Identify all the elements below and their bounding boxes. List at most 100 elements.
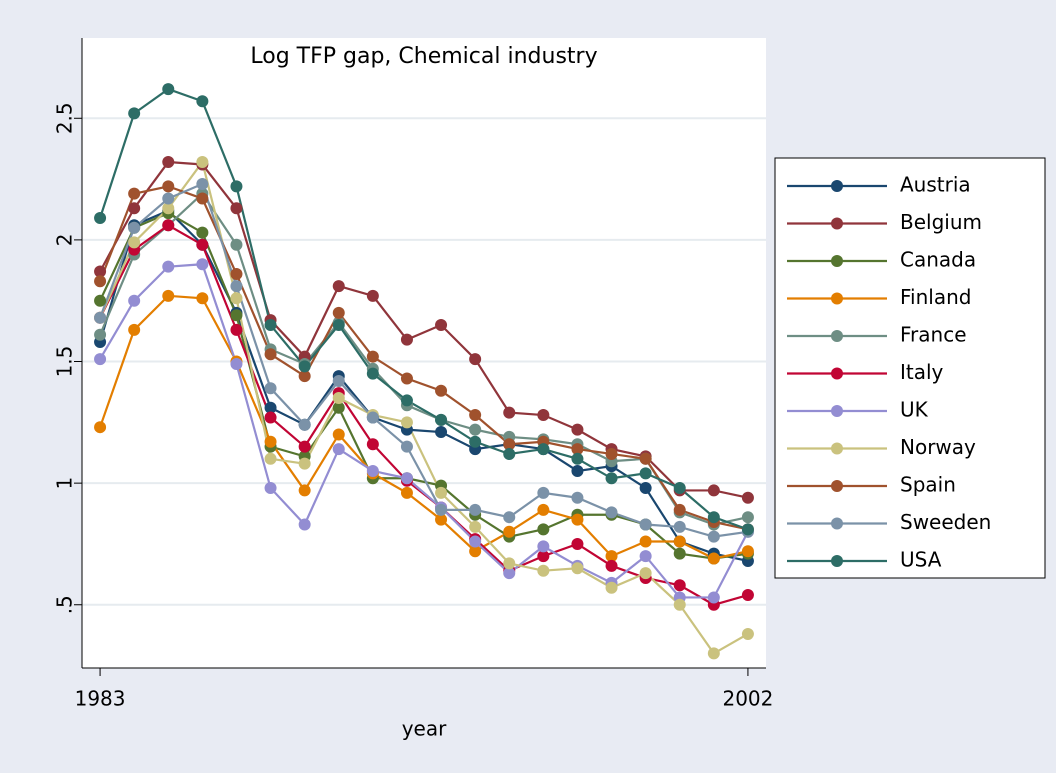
series-marker [162,289,175,302]
series-marker [196,258,209,271]
series-marker [94,275,107,288]
series-marker [707,591,720,604]
series-marker [162,202,175,215]
series-marker [503,557,516,570]
series-marker [707,511,720,524]
series-marker [196,292,209,305]
series-marker [128,202,141,215]
series-marker [366,438,379,451]
series-marker [639,452,652,465]
series-marker [400,372,413,385]
legend-label: Belgium [900,210,982,234]
series-marker [94,212,107,224]
series-marker [230,267,243,280]
series-marker [503,525,516,538]
series-marker [605,550,618,563]
series-marker [230,202,243,215]
legend-marker [831,217,843,230]
series-marker [707,484,720,497]
series-marker [435,319,448,332]
series-marker [128,236,141,249]
series-marker [162,156,175,169]
series-marker [94,353,107,366]
series-marker [400,333,413,346]
y-tick-label: .5 [53,595,77,614]
series-marker [230,280,243,293]
series-marker [332,401,345,414]
series-marker [537,550,550,563]
legend-label: Spain [900,473,956,497]
series-marker [230,357,243,370]
legend-marker [831,330,843,342]
series-line [99,182,749,538]
series-marker [298,457,311,470]
series-marker [741,491,754,504]
series-marker [435,384,448,397]
legend-marker [831,367,843,380]
series-marker [605,581,618,594]
legend-label: Austria [900,173,971,197]
series-marker [469,409,482,422]
x-axis-label: year [402,717,447,741]
legend-label: Finland [900,285,971,309]
series-marker [298,370,311,383]
series-marker [571,423,584,436]
legend-label: USA [900,548,942,572]
series-marker [298,418,311,431]
series-marker [673,520,686,533]
chart-title: Log TFP gap, Chemical industry [250,44,597,69]
series-marker [469,535,482,548]
series-marker [264,382,277,395]
series-marker [264,411,277,424]
series-marker [400,394,413,407]
series-marker [264,401,277,414]
series-marker [503,447,516,460]
series-marker [94,421,107,434]
series-marker [503,406,516,419]
y-tick-label: 2 [53,234,77,247]
series-marker [94,311,107,324]
series-marker [503,438,516,451]
series-marker [332,306,345,319]
legend-marker [831,255,843,267]
series-marker [571,443,584,456]
series-marker [332,443,345,456]
series-marker [707,647,720,660]
series-marker [741,511,754,524]
series-marker [605,472,618,485]
series-marker [537,409,550,422]
series-line [99,263,749,599]
legend-label: UK [900,398,929,422]
series-marker [537,523,550,536]
series-marker [94,328,107,341]
series-marker [741,627,754,640]
legend-label: Norway [900,435,976,459]
series-marker [264,482,277,494]
series-marker [605,447,618,460]
series-marker [230,292,243,305]
series-marker [366,289,379,302]
y-tick-label: 1 [53,477,77,490]
series-marker [400,486,413,499]
series-marker [128,294,141,307]
legend-label: Italy [900,360,944,384]
series-marker [639,535,652,548]
series-marker [162,192,175,205]
legend-marker [831,405,843,417]
series-marker [469,435,482,448]
series-marker [537,503,550,516]
series-marker [264,319,277,332]
series-marker [366,350,379,363]
series-marker [673,579,686,592]
series-marker [196,177,209,190]
series-marker [741,545,754,558]
series-marker [673,482,686,494]
series-marker [366,464,379,477]
series-marker [673,503,686,516]
series-marker [230,309,243,322]
series-marker [571,537,584,550]
series-marker [230,180,243,193]
series-marker [435,486,448,499]
series-marker [435,503,448,516]
series-marker [230,323,243,336]
